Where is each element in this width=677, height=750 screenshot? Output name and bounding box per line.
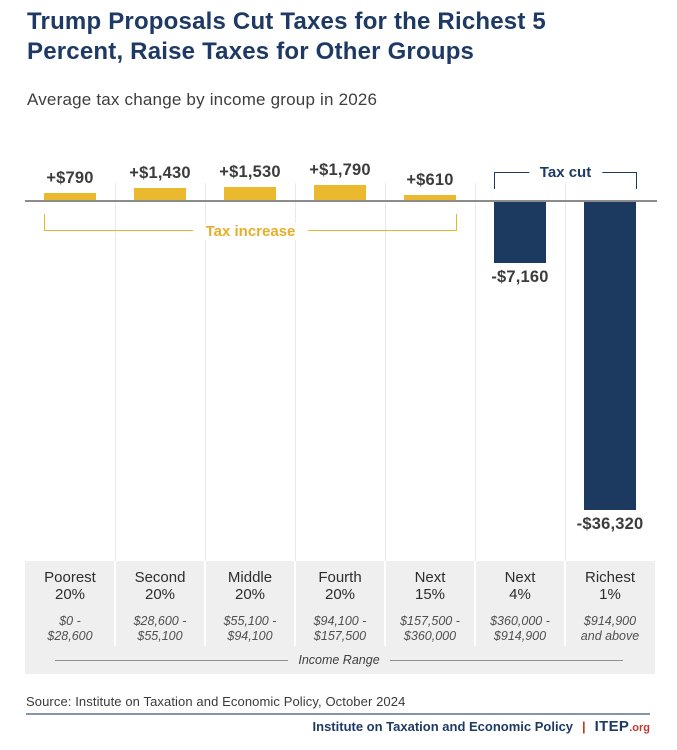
category-label: Middle 20% $55,100 - $94,100 xyxy=(205,569,295,643)
category-label: Richest 1% $914,900 and above xyxy=(565,569,655,643)
bar xyxy=(584,202,636,510)
bar xyxy=(224,187,276,200)
panel-separator xyxy=(564,561,566,646)
column-gridline xyxy=(205,183,206,561)
category-income-range: $94,100 - $157,500 xyxy=(313,614,367,643)
bar-value-label: +$790 xyxy=(46,169,94,187)
panel-separator xyxy=(384,561,386,646)
tax-increase-label: Tax increase xyxy=(192,223,309,240)
category-label: Poorest 20% $0 - $28,600 xyxy=(25,569,115,643)
panel-separator xyxy=(294,561,296,646)
panel-separator xyxy=(114,561,116,646)
category-name: Poorest 20% xyxy=(44,569,96,603)
bar xyxy=(314,185,366,200)
source-text: Source: Institute on Taxation and Econom… xyxy=(26,694,406,709)
bar xyxy=(494,202,546,263)
footer-separator: | xyxy=(582,719,586,734)
category-name: Fourth 20% xyxy=(318,569,362,603)
column-gridline xyxy=(115,183,116,561)
category-panel xyxy=(25,561,655,674)
chart-area: Tax increase Tax cut +$790 +$1,430 +$1,530… xyxy=(25,145,657,675)
bar-value-label: +$1,430 xyxy=(129,164,191,182)
column-gridline xyxy=(475,183,476,561)
itep-logo-main: ITEP xyxy=(594,718,630,735)
column-gridline xyxy=(565,183,566,561)
bar xyxy=(134,188,186,200)
chart-subtitle: Average tax change by income group in 20… xyxy=(27,90,378,109)
category-label: Fourth 20% $94,100 - $157,500 xyxy=(295,569,385,643)
bar-value-label: +$1,530 xyxy=(219,163,281,181)
category-income-range: $0 - $28,600 xyxy=(47,614,93,643)
bar-value-label: -$36,320 xyxy=(576,515,644,533)
category-label: Next 15% $157,500 - $360,000 xyxy=(385,569,475,643)
zero-axis-line xyxy=(25,200,657,202)
income-range-axis: Income Range xyxy=(55,653,623,667)
category-name: Second 20% xyxy=(134,569,186,603)
category-name: Richest 1% xyxy=(584,569,636,603)
column-gridline xyxy=(385,183,386,561)
category-income-range: $360,000 - $914,900 xyxy=(490,614,550,643)
footer-divider-line xyxy=(26,713,650,715)
category-income-range: $55,100 - $94,100 xyxy=(223,614,277,643)
bar xyxy=(404,195,456,200)
category-income-range: $28,600 - $55,100 xyxy=(133,614,187,643)
itep-logo-suffix: .org xyxy=(629,722,650,734)
footer-org-name: Institute on Taxation and Economic Polic… xyxy=(312,719,574,734)
category-income-range: $157,500 - $360,000 xyxy=(400,614,460,643)
category-label: Next 4% $360,000 - $914,900 xyxy=(475,569,565,643)
panel-separator xyxy=(474,561,476,646)
axis-line-right xyxy=(389,659,623,661)
category-name: Middle 20% xyxy=(227,569,273,603)
footer: Institute on Taxation and Economic Polic… xyxy=(313,718,650,736)
bar-value-label: +$610 xyxy=(406,171,454,189)
tax-increase-bracket: Tax increase xyxy=(44,214,457,240)
category-label: Second 20% $28,600 - $55,100 xyxy=(115,569,205,643)
bar-value-label: +$1,790 xyxy=(309,161,371,179)
column-gridline xyxy=(295,183,296,561)
category-name: Next 4% xyxy=(504,569,536,603)
bar-value-label: -$7,160 xyxy=(491,268,549,286)
tax-cut-bracket: Tax cut xyxy=(494,164,637,189)
category-name: Next 15% xyxy=(414,569,446,603)
panel-separator xyxy=(204,561,206,646)
bar xyxy=(44,193,96,200)
income-range-label: Income Range xyxy=(298,653,380,667)
page-title: Trump Proposals Cut Taxes for the Riches… xyxy=(27,8,546,65)
itep-logo: ITEP.org xyxy=(595,718,650,736)
axis-line-left xyxy=(55,659,289,661)
tax-cut-label: Tax cut xyxy=(528,164,603,181)
category-income-range: $914,900 and above xyxy=(580,614,640,643)
